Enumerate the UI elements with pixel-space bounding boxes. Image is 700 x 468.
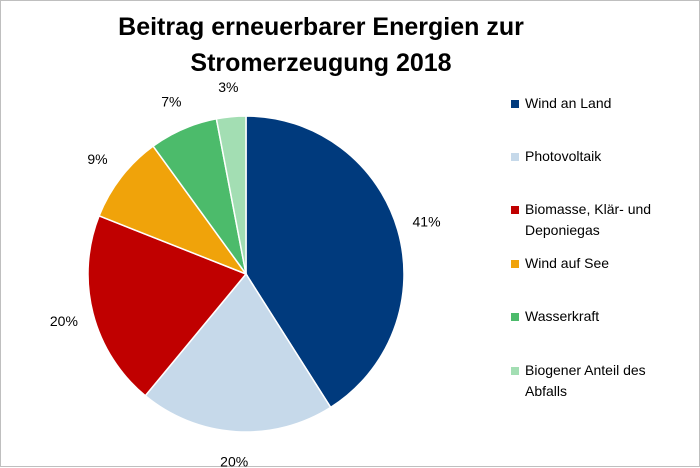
legend-label-4: Wind auf See xyxy=(525,253,695,274)
pie-slice-4 xyxy=(98,145,249,276)
legend-label-3: Biomasse, Klär- und Deponiegas xyxy=(525,199,695,241)
legend-swatch-1 xyxy=(511,100,519,108)
chart-title-line-1: Beitrag erneuerbarer Energien zur xyxy=(118,13,524,41)
slice-value-label-3: 20% xyxy=(50,313,78,329)
legend-label-line: Wind an Land xyxy=(525,95,612,111)
legend-label-line: Deponiegas xyxy=(525,222,600,238)
slice-value-label-2: 20% xyxy=(220,454,248,468)
legend-label-1: Wind an Land xyxy=(525,93,695,114)
legend-label-line: Photovoltaik xyxy=(525,148,602,164)
legend-label-2: Photovoltaik xyxy=(525,146,695,167)
legend-label-line: Wind auf See xyxy=(525,255,610,271)
slice-value-label-5: 7% xyxy=(161,93,181,109)
pie-slice-1 xyxy=(245,115,405,409)
chart-title: Beitrag erneuerbarer Energien zur Strome… xyxy=(61,9,581,81)
pie-slice-6 xyxy=(215,115,247,275)
pie-slice-2 xyxy=(144,272,332,433)
legend-swatch-3 xyxy=(511,206,519,214)
legend-swatch-6 xyxy=(511,367,519,375)
legend-label-line: Wasserkraft xyxy=(525,308,600,324)
pie-slice-3 xyxy=(87,214,248,397)
chart-title-line-2: Stromerzeugung 2018 xyxy=(190,49,452,77)
legend-swatch-2 xyxy=(511,153,519,161)
legend-swatch-4 xyxy=(511,260,519,268)
legend-label-line: Abfalls xyxy=(525,383,568,399)
slice-value-label-6: 3% xyxy=(218,79,238,95)
legend-label-line: Biomasse, Klär- und xyxy=(525,201,652,217)
slice-value-label-1: 41% xyxy=(413,214,441,230)
legend-label-5: Wasserkraft xyxy=(525,306,695,327)
legend-label-6: Biogener Anteil des Abfalls xyxy=(525,360,695,402)
slice-value-label-4: 9% xyxy=(87,151,107,167)
legend-swatch-5 xyxy=(511,313,519,321)
legend-label-line: Biogener Anteil des xyxy=(525,362,646,378)
